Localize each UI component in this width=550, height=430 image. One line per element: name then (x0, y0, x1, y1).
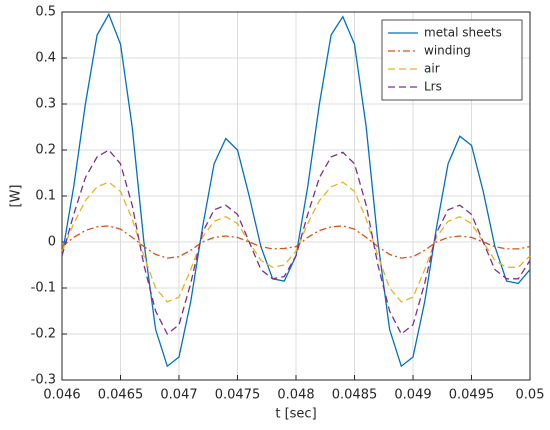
x-tick-label: 0.05 (516, 388, 545, 403)
y-tick-label: 0.1 (35, 189, 56, 204)
series-line (61, 225, 531, 259)
legend-label: winding (424, 44, 471, 58)
y-tick-label: 0.3 (35, 97, 56, 112)
y-tick-label: -0.1 (31, 281, 56, 296)
legend-label: Lrs (424, 80, 442, 94)
x-tick-label: 0.0485 (332, 388, 378, 403)
x-tick-label: 0.047 (160, 388, 197, 403)
y-axis-label: [W] (9, 185, 24, 208)
x-tick-label: 0.0495 (449, 388, 495, 403)
series-line (61, 149, 531, 336)
y-tick-label: 0 (48, 235, 56, 250)
y-tick-label: -0.3 (31, 373, 56, 388)
y-tick-label: 0.4 (35, 51, 56, 66)
x-tick-label: 0.049 (394, 388, 431, 403)
x-tick-label: 0.0475 (215, 388, 261, 403)
x-tick-label: 0.048 (277, 388, 314, 403)
plot-frame (61, 11, 531, 381)
x-tick-label: 0.046 (43, 388, 80, 403)
legend-label: metal sheets (424, 26, 502, 40)
series-line (61, 181, 531, 303)
x-axis-label: t [sec] (275, 407, 316, 422)
y-tick-label: 0.5 (35, 5, 56, 20)
y-tick-label: 0.2 (35, 143, 56, 158)
y-tick-label: -0.2 (31, 327, 56, 342)
legend: metal sheets winding air Lrs (381, 19, 523, 101)
x-tick-label: 0.0465 (98, 388, 144, 403)
legend-label: air (424, 62, 440, 76)
